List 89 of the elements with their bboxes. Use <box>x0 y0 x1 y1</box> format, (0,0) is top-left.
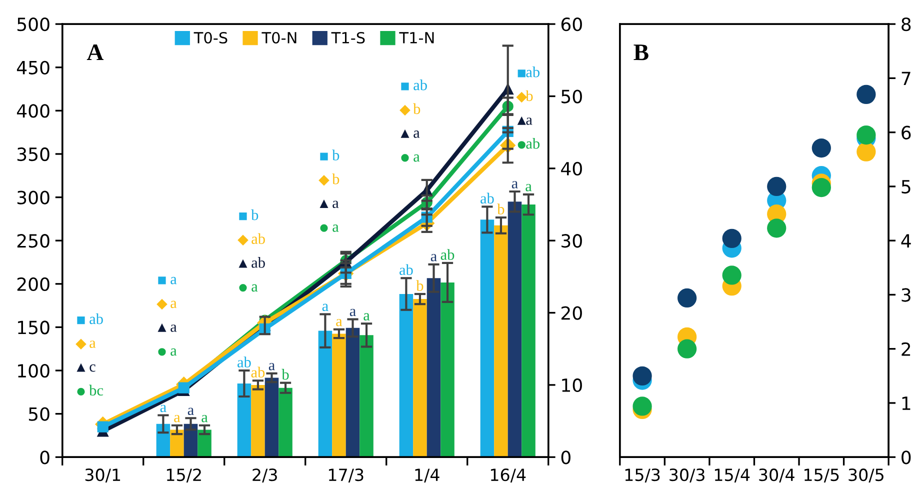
data-label: ab <box>480 192 494 204</box>
legend-label: T1-S <box>331 32 365 44</box>
data-label: ab <box>251 366 265 378</box>
y2-tick-label: 10 <box>562 378 582 392</box>
y2-tick-label: 0 <box>561 450 570 464</box>
annotation: c <box>90 364 96 372</box>
y2-tick-label: 4 <box>901 234 911 248</box>
annotation: a <box>526 118 532 125</box>
y-tick-label: 100 <box>18 364 50 378</box>
annotation: a <box>414 130 420 138</box>
legend-label: T1-N <box>399 32 434 44</box>
x-tick-label: 16/4 <box>490 468 526 482</box>
annotation: a <box>170 348 177 356</box>
data-label: ab <box>400 264 413 276</box>
y2-tick-label: 3 <box>902 288 910 302</box>
y2-tick-label: 20 <box>561 306 582 320</box>
data-label: ab <box>440 249 454 260</box>
annotation: ab <box>90 313 103 324</box>
data-label: a <box>512 181 518 188</box>
data-label: ab <box>238 356 251 368</box>
annotation: ab <box>526 138 540 149</box>
y-tick-label: 400 <box>16 104 50 118</box>
data-label: a <box>202 414 208 422</box>
annotation: ab <box>252 233 265 244</box>
data-label: b <box>282 368 289 380</box>
annotation: ab <box>252 257 265 268</box>
annotation: a <box>170 300 177 308</box>
x-tick-label: 30/4 <box>759 468 794 482</box>
y2-tick-label: 1 <box>902 396 910 410</box>
data-label: a <box>364 313 370 320</box>
y2-tick-label: 60 <box>561 18 582 32</box>
y2-tick-label: 2 <box>902 342 910 356</box>
annotation: ab <box>526 66 540 78</box>
x-tick-label: 15/4 <box>714 468 750 482</box>
annotation: b <box>413 103 420 114</box>
data-label: a <box>336 318 342 326</box>
y2-tick-label: 6 <box>902 126 911 140</box>
annotation: a <box>90 340 96 348</box>
y-tick-label: 150 <box>18 320 50 334</box>
text: A <box>86 44 104 60</box>
y-tick-label: 300 <box>17 190 50 204</box>
annotation: a <box>332 224 339 232</box>
x-tick-label: 30/5 <box>848 468 884 482</box>
x-tick-label: 2/3 <box>252 468 277 482</box>
y-tick-label: 200 <box>17 277 50 292</box>
data-label: a <box>322 304 328 312</box>
data-label: a <box>350 308 356 316</box>
text: B <box>634 44 648 60</box>
y-tick-label: 0 <box>40 450 50 464</box>
annotation: b <box>251 209 258 220</box>
y-tick-label: 50 <box>28 407 50 421</box>
x-tick-label: 15/2 <box>166 468 201 482</box>
annotation: a <box>170 324 177 332</box>
annotation: a <box>414 154 420 162</box>
annotation: a <box>170 276 177 284</box>
x-tick-label: 15/5 <box>804 468 839 482</box>
x-tick-label: 17/3 <box>328 468 364 482</box>
data-label: a <box>174 414 180 422</box>
x-tick-label: 30/1 <box>85 468 120 482</box>
y2-tick-label: 5 <box>902 180 910 194</box>
data-label: a <box>160 404 166 412</box>
y-tick-label: 350 <box>17 147 50 162</box>
annotation: bc <box>89 384 104 396</box>
y-tick-label: 500 <box>17 18 50 32</box>
data-label: a <box>268 362 275 370</box>
x-tick-label: 1/4 <box>415 468 440 482</box>
y-tick-label: 250 <box>17 234 50 248</box>
y2-tick-label: 50 <box>562 90 582 104</box>
data-label: b <box>416 280 424 291</box>
x-tick-label: 15/3 <box>625 468 660 482</box>
y2-tick-label: 0 <box>902 450 911 464</box>
data-label: a <box>430 254 437 262</box>
x-tick-label: 30/3 <box>670 468 704 482</box>
y2-tick-label: 40 <box>561 162 582 176</box>
data-label: a <box>526 184 532 192</box>
annotation: b <box>332 150 340 160</box>
y-tick-label: 450 <box>16 60 50 74</box>
data-label: b <box>497 204 504 214</box>
data-label: a <box>188 408 194 416</box>
y2-tick-label: 30 <box>562 234 582 248</box>
annotation: b <box>526 90 533 102</box>
legend-label: T0-S <box>194 32 228 44</box>
y2-tick-label: 7 <box>902 72 910 86</box>
annotation: a <box>332 200 339 208</box>
legend-label: T0-N <box>262 32 296 44</box>
annotation: b <box>332 173 340 184</box>
y2-tick-label: 8 <box>902 18 911 32</box>
annotation: ab <box>414 79 427 90</box>
annotation: a <box>252 284 258 292</box>
